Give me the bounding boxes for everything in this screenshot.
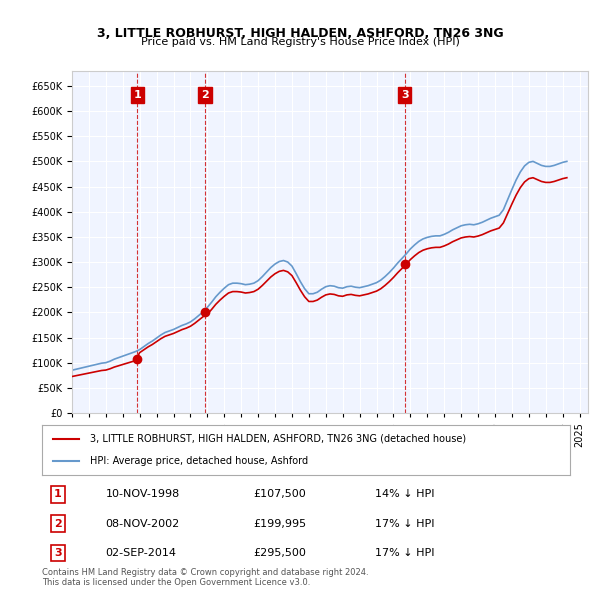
Text: 17% ↓ HPI: 17% ↓ HPI: [374, 548, 434, 558]
Text: 3, LITTLE ROBHURST, HIGH HALDEN, ASHFORD, TN26 3NG (detached house): 3, LITTLE ROBHURST, HIGH HALDEN, ASHFORD…: [89, 434, 466, 444]
Text: HPI: Average price, detached house, Ashford: HPI: Average price, detached house, Ashf…: [89, 456, 308, 466]
Text: 02-SEP-2014: 02-SEP-2014: [106, 548, 176, 558]
Text: £107,500: £107,500: [253, 489, 306, 499]
Text: 17% ↓ HPI: 17% ↓ HPI: [374, 519, 434, 529]
Text: 1: 1: [54, 489, 62, 499]
Text: £295,500: £295,500: [253, 548, 306, 558]
Text: 2: 2: [54, 519, 62, 529]
Text: 08-NOV-2002: 08-NOV-2002: [106, 519, 179, 529]
Text: 2: 2: [201, 90, 209, 100]
Text: £199,995: £199,995: [253, 519, 307, 529]
Text: 3: 3: [401, 90, 409, 100]
Text: 3: 3: [54, 548, 62, 558]
Text: Price paid vs. HM Land Registry's House Price Index (HPI): Price paid vs. HM Land Registry's House …: [140, 37, 460, 47]
Text: Contains HM Land Registry data © Crown copyright and database right 2024.
This d: Contains HM Land Registry data © Crown c…: [42, 568, 368, 587]
Text: 1: 1: [134, 90, 142, 100]
Text: 10-NOV-1998: 10-NOV-1998: [106, 489, 179, 499]
Text: 14% ↓ HPI: 14% ↓ HPI: [374, 489, 434, 499]
Text: 3, LITTLE ROBHURST, HIGH HALDEN, ASHFORD, TN26 3NG: 3, LITTLE ROBHURST, HIGH HALDEN, ASHFORD…: [97, 27, 503, 40]
